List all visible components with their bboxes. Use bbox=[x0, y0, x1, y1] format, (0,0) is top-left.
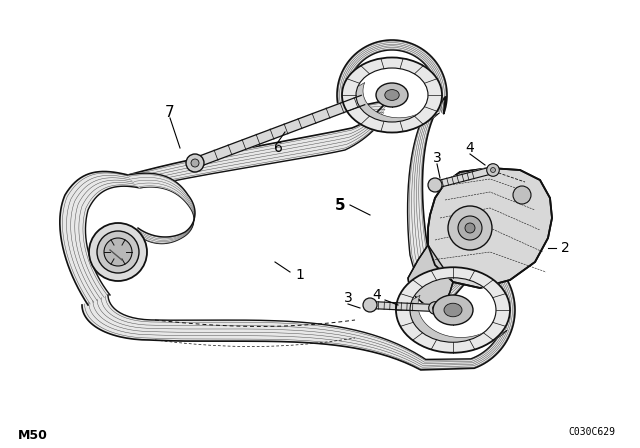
Ellipse shape bbox=[97, 231, 139, 273]
Text: M50: M50 bbox=[18, 428, 48, 441]
Polygon shape bbox=[370, 302, 435, 311]
Text: 7: 7 bbox=[165, 104, 175, 120]
Ellipse shape bbox=[89, 223, 147, 281]
Ellipse shape bbox=[433, 295, 473, 325]
Polygon shape bbox=[128, 173, 195, 244]
Ellipse shape bbox=[385, 90, 399, 100]
Circle shape bbox=[186, 154, 204, 172]
Polygon shape bbox=[396, 267, 510, 353]
Circle shape bbox=[486, 164, 499, 177]
Text: 2: 2 bbox=[561, 241, 570, 255]
Ellipse shape bbox=[376, 83, 408, 107]
Polygon shape bbox=[356, 82, 428, 122]
Circle shape bbox=[490, 168, 495, 172]
Circle shape bbox=[465, 223, 475, 233]
Polygon shape bbox=[342, 79, 440, 133]
Circle shape bbox=[513, 186, 531, 204]
Circle shape bbox=[433, 306, 438, 310]
Text: C030C629: C030C629 bbox=[568, 427, 615, 437]
Circle shape bbox=[458, 216, 482, 240]
Circle shape bbox=[104, 238, 132, 266]
Text: 6: 6 bbox=[273, 141, 282, 155]
Polygon shape bbox=[410, 295, 496, 342]
Text: 3: 3 bbox=[344, 291, 353, 305]
Polygon shape bbox=[396, 292, 507, 353]
Circle shape bbox=[448, 206, 492, 250]
Circle shape bbox=[428, 178, 442, 192]
Polygon shape bbox=[434, 167, 494, 189]
Text: 1: 1 bbox=[296, 268, 305, 282]
Polygon shape bbox=[428, 168, 552, 288]
Polygon shape bbox=[408, 245, 453, 308]
Circle shape bbox=[429, 302, 442, 314]
Polygon shape bbox=[60, 40, 515, 370]
Text: 4: 4 bbox=[466, 141, 474, 155]
Circle shape bbox=[363, 298, 377, 312]
Circle shape bbox=[191, 159, 199, 167]
Ellipse shape bbox=[444, 303, 462, 317]
Polygon shape bbox=[193, 95, 365, 168]
Polygon shape bbox=[342, 57, 442, 133]
Text: 3: 3 bbox=[433, 151, 442, 165]
Text: 4: 4 bbox=[372, 288, 381, 302]
Text: 5: 5 bbox=[335, 198, 346, 212]
